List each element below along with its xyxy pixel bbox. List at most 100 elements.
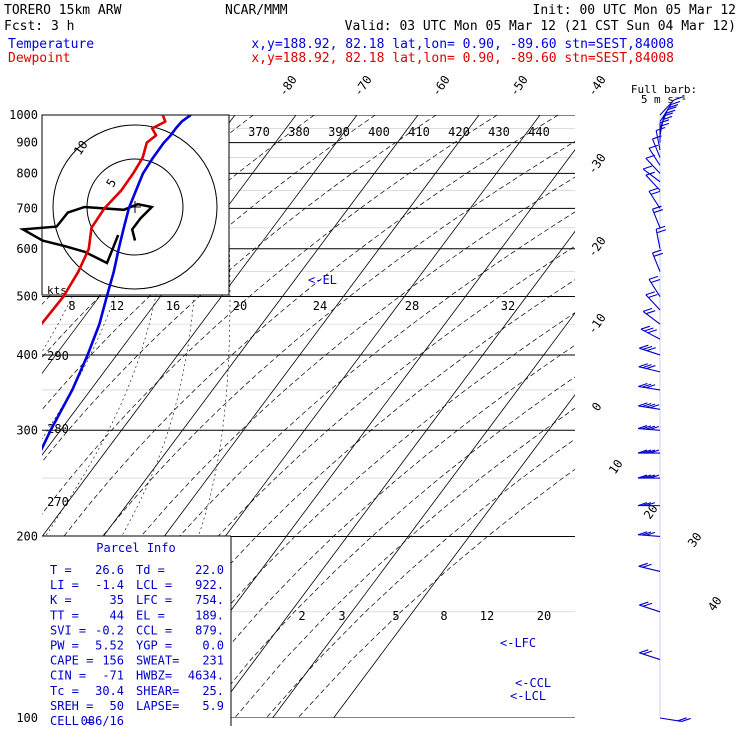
parcel-value: 25. [202,684,224,698]
parcel-value: -0.2 [95,623,124,637]
wind-barb [637,474,660,479]
wind-barb-flag [640,325,651,330]
parcel-value: 754. [195,593,224,607]
parcel-value: 5.52 [95,639,124,653]
wind-barb-staff [648,190,661,209]
sounding-traces [42,115,192,452]
parcel-info-title: Parcel Info [96,541,175,555]
parcel-value: 26.6 [95,563,124,577]
wind-barb-staff [638,385,661,391]
wind-barb-flag [637,449,648,454]
mixing-ratio-label-top: 16 [166,299,180,313]
wind-barb-flag [645,171,656,176]
theta-label: 440 [528,125,550,139]
wind-barb-flag [641,531,652,536]
wind-barb-flag [639,344,649,349]
wind-barb-flag [639,649,649,654]
theta-left-label: 290 [47,349,69,363]
isotherm-line [333,394,575,718]
parcel-value: 922. [195,578,224,592]
wind-barb [639,344,661,356]
wind-barb-flag [645,449,656,454]
wind-barb [651,205,664,229]
theta-label: 410 [408,125,430,139]
wind-barb-flag [659,119,670,124]
wind-barb-flag [638,363,648,368]
theta-label: 430 [488,125,510,139]
dry-adiabat [42,115,498,515]
wind-barb-flag [642,650,653,655]
theta-label: 420 [448,125,470,139]
parcel-value: 35 [110,593,124,607]
dry-adiabat [42,140,575,619]
isotherm-label: 30 [685,530,705,550]
hodograph-ring-label: 10 [71,138,91,158]
wind-barb-staff [655,130,661,151]
parcel-value: 086/16 [81,714,124,728]
data-source: NCAR/MMM [225,3,288,18]
wind-barb-flag [663,112,673,117]
parcel-info-background [42,536,231,726]
wind-barb-flag [677,717,687,722]
isotherm-line [211,230,575,718]
wind-barb-flag [639,601,649,606]
wind-barb-flag [637,474,648,479]
dry-adiabat [42,115,376,411]
wind-barb-flag [645,531,656,536]
dry-adiabat [42,176,575,672]
wind-barb [659,119,670,143]
wind-barb-flag [646,310,656,315]
legend-temperature-info: x,y=188.92, 82.18 lat,lon= 0.90, -89.60 … [251,37,674,52]
wind-barb-staff [642,168,661,183]
wind-barb-flag [642,563,652,568]
wind-barb-flag [650,278,661,283]
dry-adiabat [44,211,575,718]
wind-barb-flag [645,474,656,479]
wind-barb-flag [649,474,660,479]
wind-barb-flag [645,425,656,430]
wind-barb-staff [651,252,661,272]
wind-barb-flag [645,291,656,296]
wind-barb-staff [639,604,661,613]
wind-barb-staff [638,428,661,431]
hodograph-trace [18,202,155,265]
wind-barb-staff [651,138,661,158]
ccl-annotation: <-CCL [515,676,551,690]
level-annotations: <-EL <-LFC <-CCL<-LCL [308,273,551,703]
dry-adiabat [297,468,575,718]
theta-label: 370 [248,125,270,139]
dry-adiabat [171,344,575,718]
wind-barb-flag [656,126,666,131]
wind-barb-flag [642,383,652,388]
wind-barb-staff [639,347,661,356]
hodograph-units-label: kts [47,284,67,297]
parcel-key: SREH = [50,699,93,713]
wind-barb-staff [645,294,661,311]
wind-barb-flag [653,209,664,214]
wind-barb-flag [662,115,673,120]
wind-barb-flag [652,205,662,210]
mixing-ratio-label-bottom: 3 [338,609,345,623]
parcel-info-box: Parcel Info T = 26.6 Td = 22.0 LI = -1.4 LCL = 9… [42,535,232,728]
wind-barb-staff [640,328,661,340]
wind-barb-staff [648,147,661,166]
wind-barb [638,402,661,410]
wind-barb-flag [647,329,657,334]
lcl-annotation: <-LCL [510,689,546,703]
parcel-key: EL = [136,608,165,622]
parcel-key: T = [50,563,72,577]
wind-barb [642,307,661,325]
wind-barb-flag [659,122,670,127]
wind-barb [642,165,661,183]
theta-label: 400 [368,125,390,139]
parcel-value: 189. [195,608,224,622]
pressure-tick-label: 300 [16,423,38,437]
lfc-annotation: <-LFC [500,636,536,650]
wind-barb [655,126,666,151]
parcel-key: YGP = [136,639,172,653]
wind-barb-flag [656,225,666,230]
parcel-key: CELL = [50,714,93,728]
wind-barb [648,144,661,166]
pressure-tick-label: 100 [16,711,38,725]
pressure-tick-label: 600 [16,242,38,256]
